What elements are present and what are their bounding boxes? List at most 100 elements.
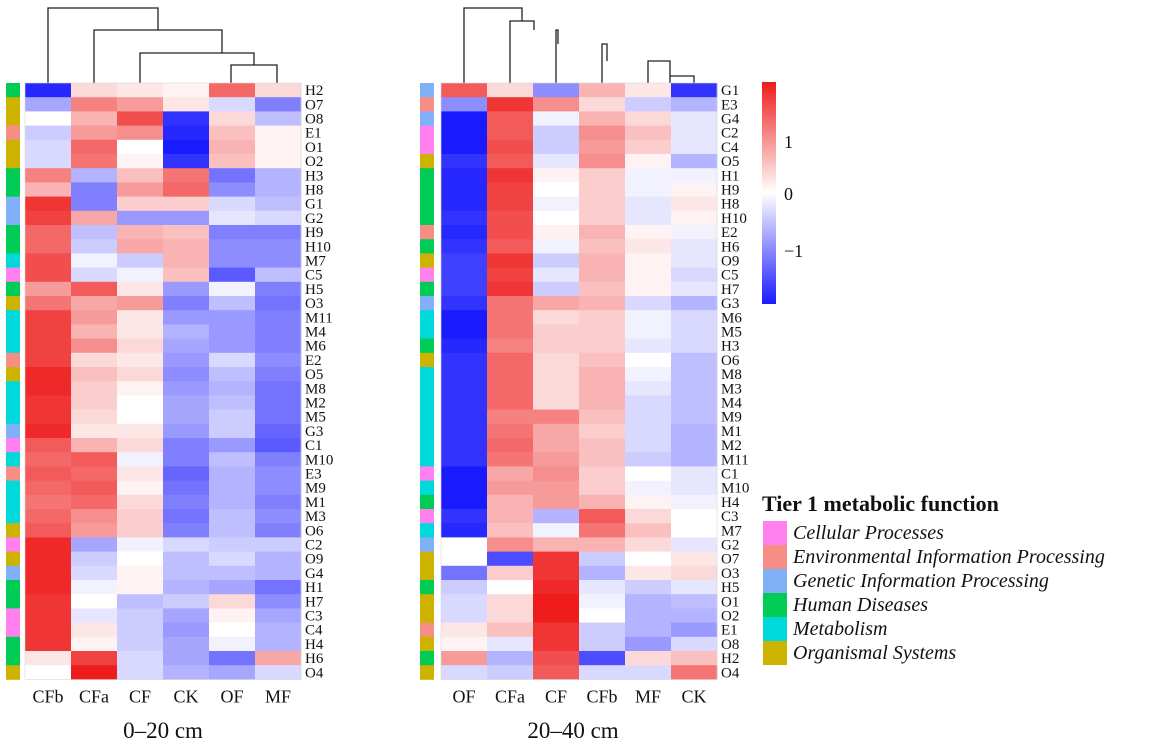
- heatmap-cell: [25, 352, 72, 368]
- heatmap-cell: [117, 310, 164, 325]
- heatmap-cell: [579, 466, 626, 481]
- heatmap-cell: [441, 338, 488, 354]
- heatmap-cell: [209, 281, 256, 297]
- heatmap-cell: [255, 409, 302, 425]
- heatmap-cell: [209, 352, 256, 368]
- row-category-swatch: [420, 381, 434, 396]
- heatmap-cell: [533, 622, 580, 638]
- heatmap-cell: [163, 111, 210, 126]
- row-category-swatch: [6, 239, 20, 254]
- row-label: E1: [305, 126, 322, 142]
- heatmap-cell: [487, 324, 534, 339]
- panel-title: 20–40 cm: [527, 718, 618, 743]
- heatmap-cell: [71, 665, 118, 680]
- row-category-swatch: [6, 509, 20, 524]
- heatmap-cell: [255, 636, 302, 652]
- legend-swatch: [763, 521, 787, 545]
- heatmap-cell: [71, 622, 118, 638]
- column-dendrogram: [47, 7, 278, 83]
- heatmap-cell: [209, 494, 256, 510]
- row-label: H3: [305, 168, 323, 184]
- heatmap-cell: [579, 239, 626, 254]
- heatmap-cell: [533, 423, 580, 439]
- heatmap-cell: [671, 494, 718, 510]
- row-category-swatch: [6, 665, 20, 680]
- heatmap-cell: [117, 338, 164, 354]
- heatmap-cell: [579, 494, 626, 510]
- row-label: M8: [305, 381, 326, 397]
- heatmap-cell: [25, 210, 72, 226]
- heatmap-cell: [163, 395, 210, 410]
- heatmap-cell: [255, 367, 302, 382]
- heatmap-cell: [163, 139, 210, 155]
- row-label: H10: [721, 211, 747, 227]
- heatmap-cell: [117, 452, 164, 467]
- color-scale: 1 0 −1: [762, 82, 803, 304]
- heatmap-cell: [117, 423, 164, 439]
- heatmap-cell: [163, 580, 210, 595]
- legend-label: Human Diseases: [792, 594, 928, 616]
- heatmap-cell: [255, 168, 302, 183]
- heatmap-cell: [579, 225, 626, 240]
- row-category-swatch: [6, 225, 20, 240]
- heatmap-cell: [671, 423, 718, 439]
- heatmap-cell: [25, 480, 72, 496]
- row-category-swatch: [420, 622, 434, 638]
- heatmap-cell: [209, 253, 256, 268]
- heatmap-cell: [255, 580, 302, 595]
- heatmap-cell: [487, 281, 534, 297]
- heatmap-cell: [255, 466, 302, 481]
- heatmap-cell: [163, 296, 210, 311]
- row-label: E2: [305, 353, 322, 369]
- row-category-swatch: [6, 580, 20, 595]
- heatmap-cell: [671, 480, 718, 496]
- heatmap-cell: [533, 338, 580, 354]
- heatmap-cell: [671, 182, 718, 197]
- heatmap-cell: [71, 452, 118, 467]
- heatmap-cell: [441, 225, 488, 240]
- row-label: O4: [721, 665, 740, 681]
- heatmap-cell: [533, 537, 580, 552]
- heatmap-cell: [117, 168, 164, 183]
- row-label: C2: [721, 126, 739, 142]
- heatmap-cell: [625, 452, 672, 467]
- heatmap-cell: [625, 480, 672, 496]
- row-category-swatch: [420, 210, 434, 226]
- row-label: M7: [721, 523, 742, 539]
- heatmap-cell: [671, 452, 718, 467]
- heatmap-cell: [625, 296, 672, 311]
- heatmap-cell: [117, 125, 164, 141]
- column-label: CK: [173, 686, 198, 706]
- row-label: O2: [721, 609, 739, 625]
- heatmap-cell: [255, 296, 302, 311]
- column-label: CK: [681, 686, 706, 706]
- heatmap-cell: [25, 551, 72, 567]
- heatmap-cell: [487, 409, 534, 425]
- row-category-swatch: [6, 381, 20, 396]
- heatmap-cell: [209, 139, 256, 155]
- heatmap-cell: [533, 168, 580, 183]
- heatmap-cell: [671, 210, 718, 226]
- heatmap-cell: [71, 225, 118, 240]
- heatmap-cell: [625, 125, 672, 141]
- heatmap-cell: [533, 253, 580, 268]
- heatmap-cell: [671, 125, 718, 141]
- heatmap-cell: [533, 651, 580, 666]
- panel-20-40cm: G1E3G4C2C4O5H1H9H8H10E2H6O9C5H7G3M6M5H3O…: [420, 7, 749, 743]
- row-label: H6: [721, 239, 740, 255]
- heatmap-cell: [625, 239, 672, 254]
- heatmap-cell: [209, 665, 256, 680]
- row-label: M9: [721, 410, 742, 426]
- color-scale-bar: [762, 82, 776, 304]
- row-category-swatch: [420, 296, 434, 311]
- heatmap-cell: [487, 608, 534, 623]
- heatmap-cell: [441, 608, 488, 623]
- heatmap-cell: [441, 423, 488, 439]
- heatmap-grid: [24, 82, 302, 680]
- row-category-swatch: [6, 111, 20, 126]
- heatmap-cell: [163, 466, 210, 481]
- heatmap-cell: [209, 509, 256, 524]
- heatmap-cell: [209, 168, 256, 183]
- row-label: O6: [721, 353, 740, 369]
- heatmap-cell: [163, 622, 210, 638]
